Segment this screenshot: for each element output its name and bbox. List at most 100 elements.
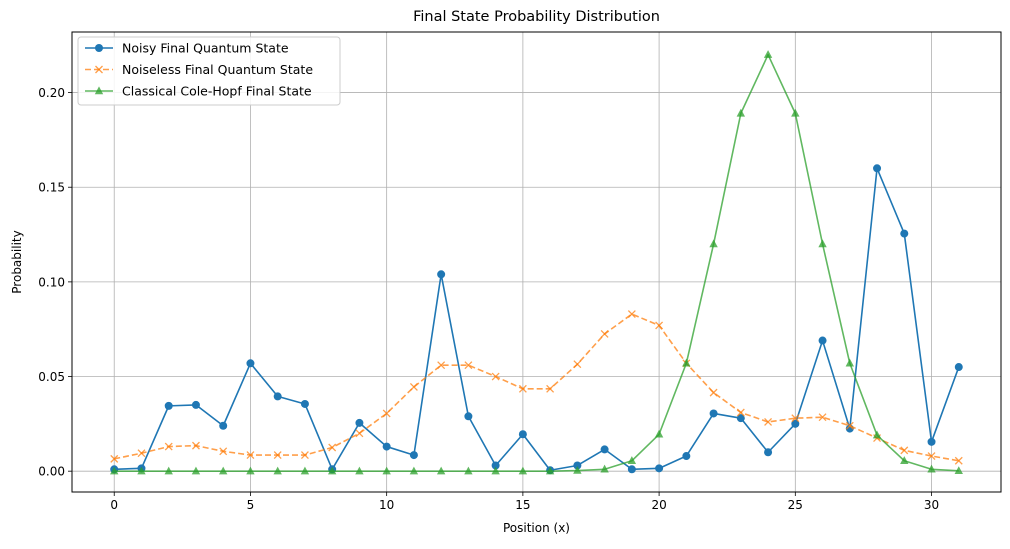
legend-item: Classical Cole-Hopf Final State [85,84,312,99]
data-point-stroke [818,413,827,422]
data-point [464,466,473,475]
data-point-stroke [464,361,473,370]
data-point [736,108,746,117]
plot-frame [71,31,1002,493]
data-point [736,414,745,423]
data-point-stroke [382,409,391,418]
data-point [382,466,391,475]
series-1 [110,164,963,475]
data-point [328,443,337,452]
data-point [627,310,636,319]
x-tick-label: 25 [788,498,803,512]
data-point [682,452,691,461]
data-point [600,464,609,473]
data-point [219,466,228,475]
data-point [409,382,418,391]
data-point [927,452,936,460]
legend-label: Noisy Final Quantum State [122,41,289,56]
chart-title: Final State Probability Distribution [413,9,660,25]
axis-ticks: 0 5 10 15 20 25 30 0.00 0.05 0.10 0.15 0.20 [38,86,939,512]
legend-box [77,36,341,106]
x-tick-label: 5 [247,498,255,512]
y-tick-label: 0.00 [38,465,65,479]
data-point [954,466,963,474]
series-line [114,167,960,472]
data-point [954,363,963,372]
data-point [491,466,500,475]
data-point-stroke [845,421,854,430]
data-point [137,466,146,475]
data-point-stroke [491,372,500,381]
data-point [409,451,418,460]
data-point-stroke [437,361,446,370]
data-point-stroke [655,321,664,330]
data-point [927,437,936,446]
data-point-stroke [328,443,337,452]
data-point [954,456,963,465]
data-point [627,456,637,464]
data-point [518,430,527,439]
y-axis-label: Probability [10,230,24,293]
data-point [818,413,827,422]
data-point [464,412,473,421]
data-point [191,466,201,475]
data-point [736,408,745,417]
data-point [273,466,282,475]
data-point [654,429,664,438]
data-point [900,456,909,464]
data-point [791,419,800,428]
data-point [355,418,364,427]
data-point [764,417,773,426]
data-point [164,466,173,475]
data-point [518,466,528,475]
data-point [627,465,636,474]
data-point [491,372,500,381]
data-point [518,384,527,393]
series-2 [110,310,963,465]
data-point-stroke [300,451,309,460]
data-point [95,44,103,52]
data-point-stroke [900,446,909,455]
series-3 [110,50,963,475]
data-point-stroke [736,408,745,417]
series-line [114,313,959,462]
data-point-stroke [791,414,800,423]
data-point [246,451,255,460]
data-point-stroke [219,447,228,456]
data-point [927,464,936,473]
data-point-stroke [246,451,255,460]
data-point [709,388,718,397]
data-point [545,466,555,475]
x-tick-label: 10 [379,498,394,512]
data-point [763,50,773,58]
data-point [818,336,827,345]
data-point [300,399,309,408]
data-point-stroke [764,417,773,426]
data-point-stroke [191,441,200,450]
data-point [873,164,882,173]
data-point [219,421,228,430]
data-point-stroke [409,382,418,391]
data-point [764,448,773,457]
data-point [573,466,582,474]
data-point [900,446,909,455]
data-point-stroke [355,429,364,438]
data-point [600,329,609,338]
data-point [437,361,446,370]
data-point [872,430,882,439]
data-point [219,447,228,456]
x-tick-label: 30 [924,498,939,512]
data-point [573,461,582,470]
data-point [791,108,800,117]
data-point [845,421,854,430]
data-point-stroke [573,360,582,369]
x-tick-label: 15 [515,498,530,512]
data-point [191,400,200,409]
data-point [95,65,103,74]
data-point [273,451,282,460]
legend-label: Noiseless Final Quantum State [122,62,313,77]
data-point [191,441,200,450]
data-point-stroke [709,388,718,397]
data-point [327,466,337,475]
data-point [382,409,391,418]
